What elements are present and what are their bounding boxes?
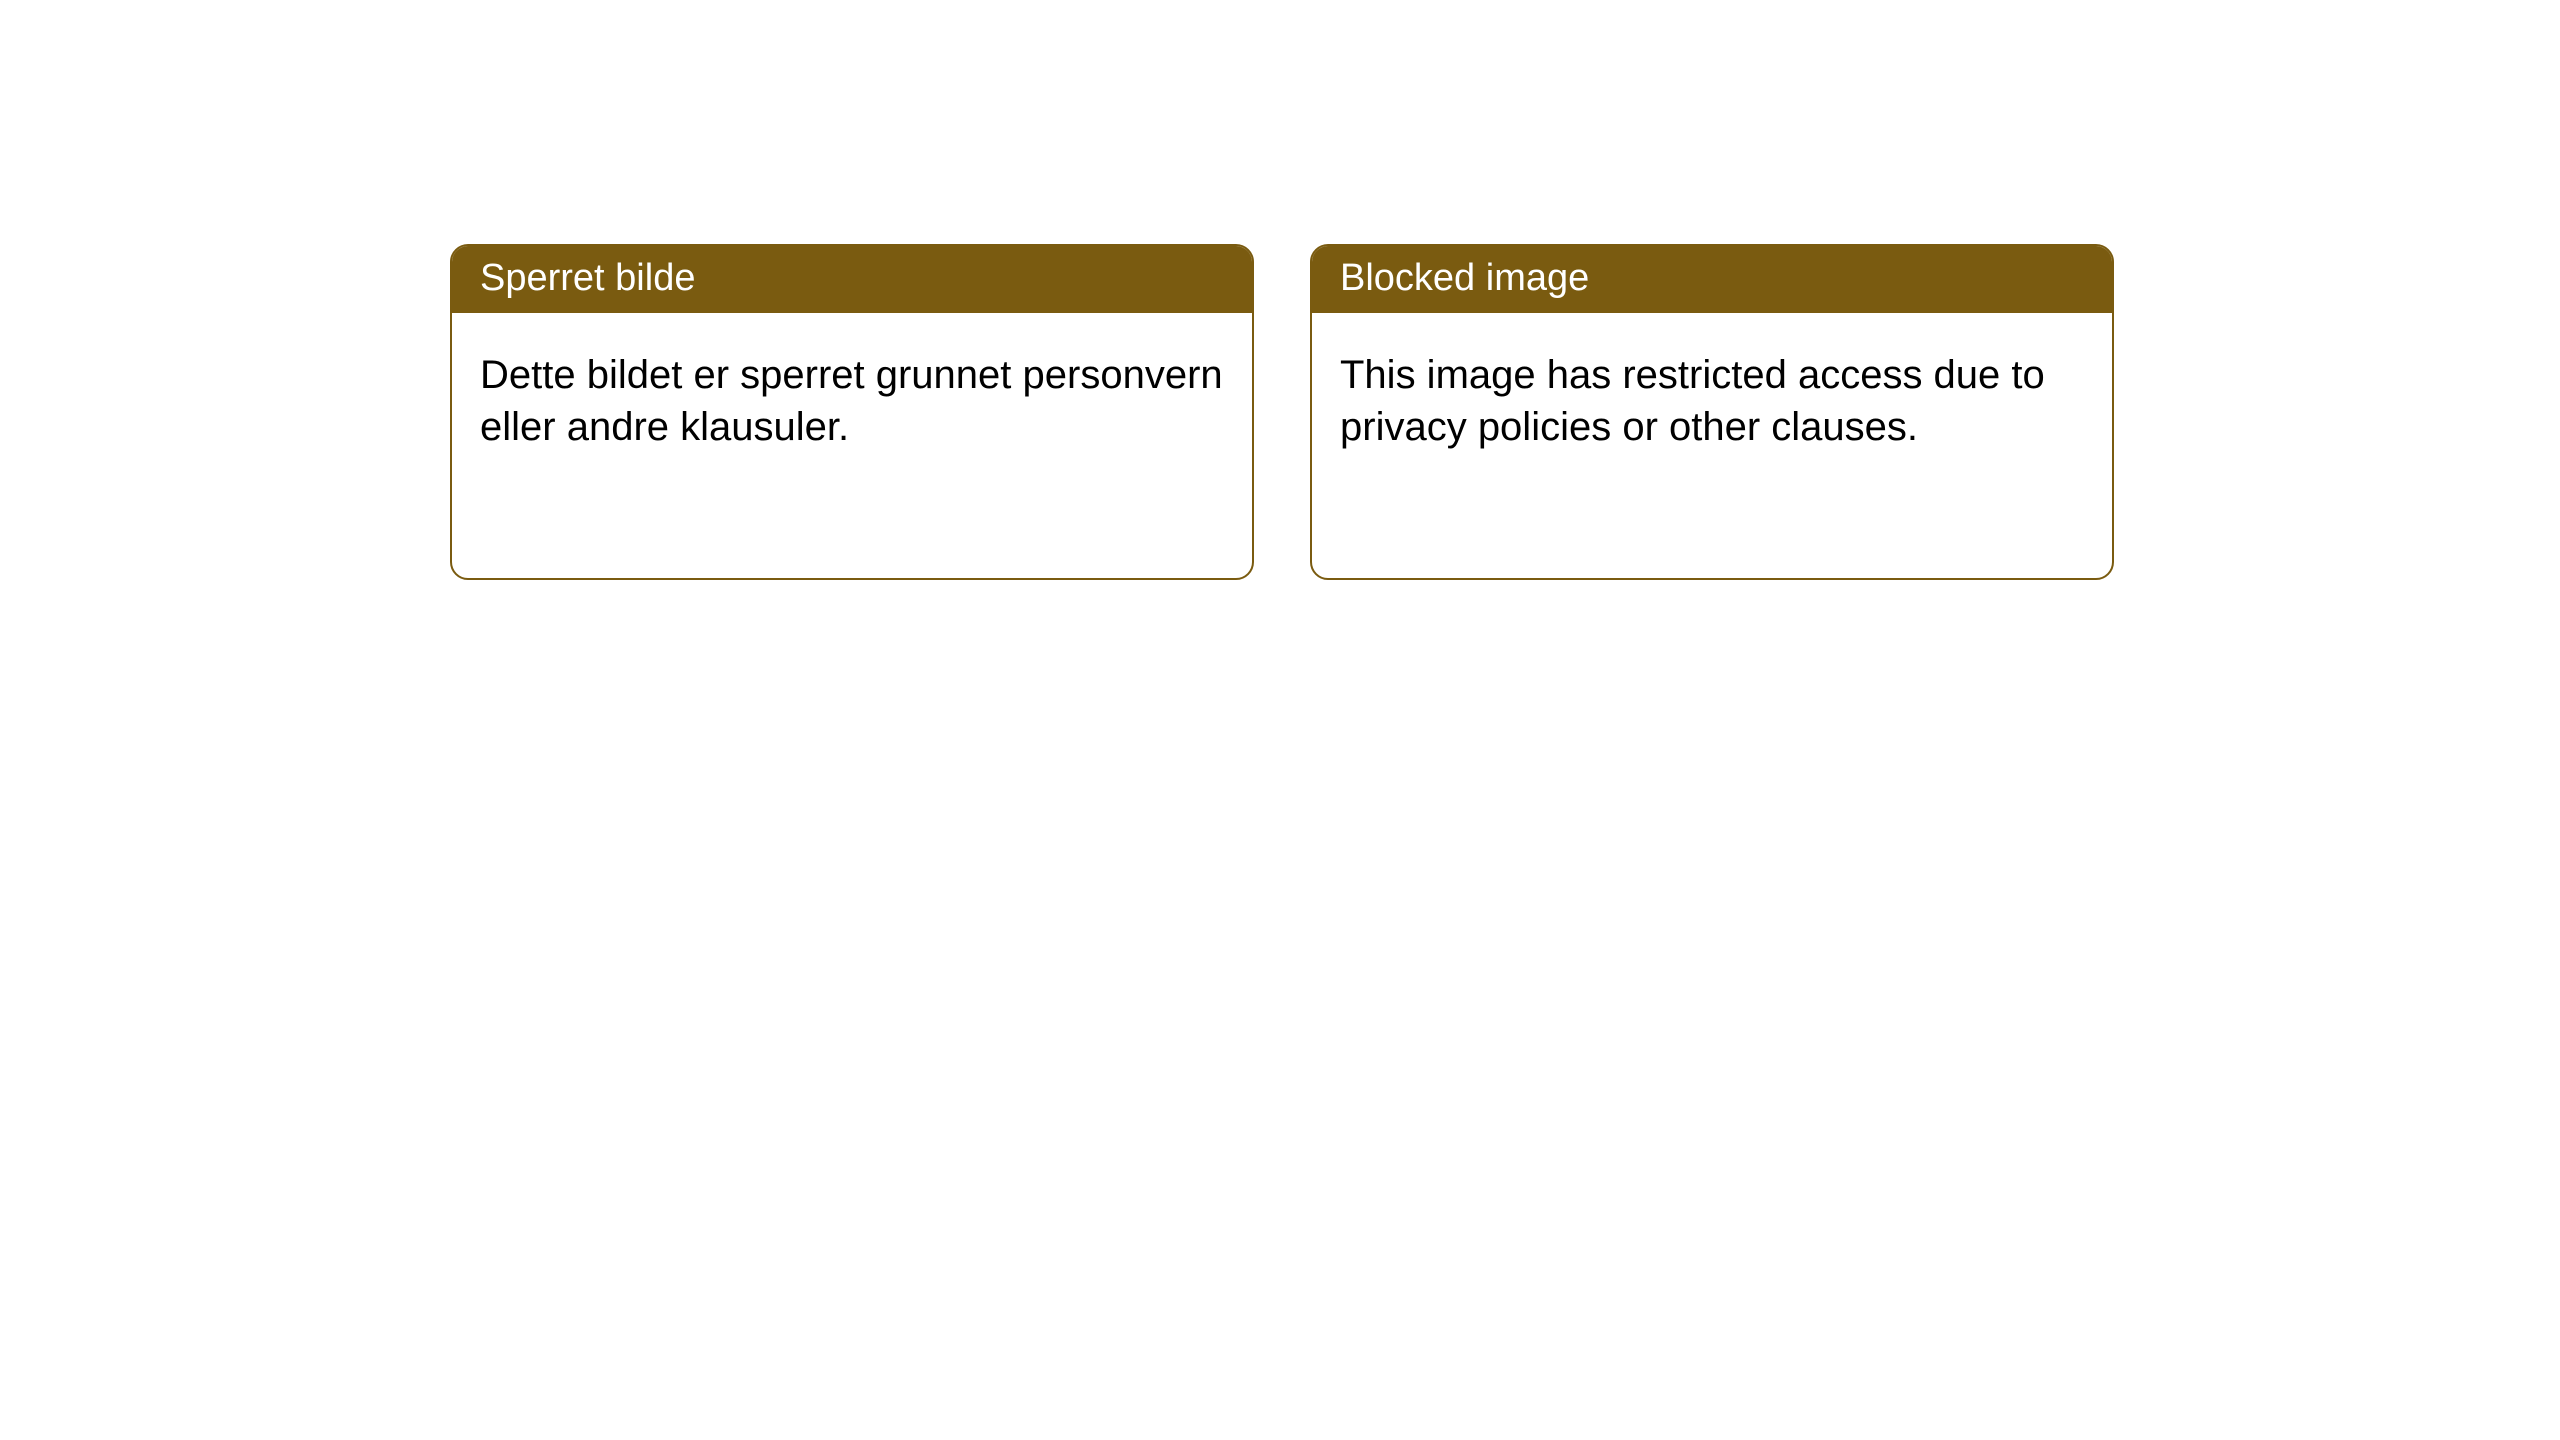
card-body-text: This image has restricted access due to … bbox=[1340, 353, 2045, 449]
card-body: Dette bildet er sperret grunnet personve… bbox=[452, 313, 1252, 481]
card-title: Sperret bilde bbox=[480, 257, 695, 299]
card-body: This image has restricted access due to … bbox=[1312, 313, 2112, 481]
blocked-image-card-en: Blocked image This image has restricted … bbox=[1310, 244, 2114, 580]
card-body-text: Dette bildet er sperret grunnet personve… bbox=[480, 353, 1223, 449]
card-title: Blocked image bbox=[1340, 257, 1589, 299]
card-header: Blocked image bbox=[1312, 246, 2112, 313]
card-header: Sperret bilde bbox=[452, 246, 1252, 313]
blocked-image-card-no: Sperret bilde Dette bildet er sperret gr… bbox=[450, 244, 1254, 580]
cards-container: Sperret bilde Dette bildet er sperret gr… bbox=[0, 0, 2560, 580]
